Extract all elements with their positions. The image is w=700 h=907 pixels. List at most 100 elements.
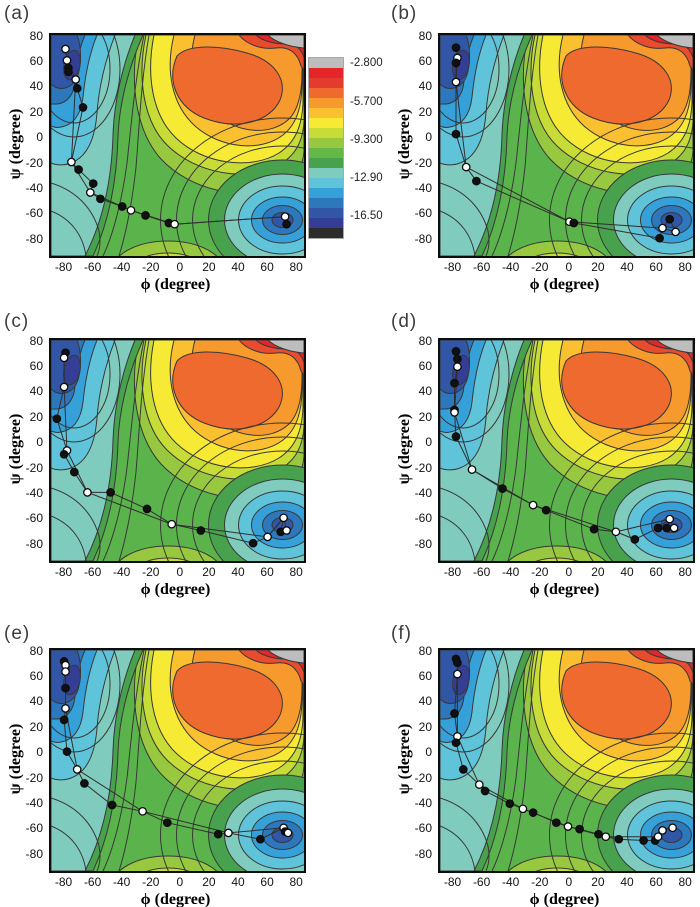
- point-marker-filled: [458, 765, 468, 774]
- x-axis-label: ϕ (degree): [140, 581, 211, 598]
- x-tick-label: 60: [260, 565, 274, 579]
- point-marker-filled: [451, 347, 461, 356]
- point-marker-filled: [655, 233, 664, 243]
- panel-letter-f: (f): [391, 623, 412, 644]
- point-marker-open: [665, 514, 675, 524]
- point-marker-open: [167, 519, 177, 529]
- y-tick-label: 20: [418, 104, 432, 119]
- y-tick-label: 20: [29, 104, 43, 119]
- y-tick-label: -20: [25, 770, 43, 785]
- point-marker-open: [126, 205, 136, 215]
- colorbar-level-label: -12.90: [350, 172, 383, 184]
- point-marker-open: [474, 780, 484, 789]
- y-tick-label: 40: [29, 694, 43, 709]
- x-tick-label: 0: [176, 875, 184, 889]
- contour-plot-svg: [440, 340, 693, 561]
- point-marker-filled: [450, 378, 459, 388]
- point-marker-filled: [451, 129, 461, 139]
- x-axis-label: ϕ (degree): [529, 891, 600, 907]
- point-marker-open: [563, 822, 573, 831]
- colorbar-band: [309, 68, 343, 78]
- y-tick-label: 0: [36, 435, 43, 450]
- point-marker-open: [451, 77, 461, 87]
- x-tick-label: -40: [113, 565, 131, 579]
- x-tick-label: 20: [591, 875, 605, 889]
- point-marker-filled: [450, 709, 459, 718]
- point-marker-filled: [62, 747, 72, 756]
- point-marker-open: [669, 523, 679, 533]
- point-marker-filled: [96, 194, 105, 204]
- point-marker-open: [72, 765, 82, 774]
- contour-plot-svg: [51, 650, 304, 871]
- y-axis-label: ψ (degree): [7, 723, 24, 794]
- point-marker-filled: [453, 658, 462, 668]
- x-tick-label: 0: [176, 260, 184, 274]
- x-tick-label: 20: [202, 875, 216, 889]
- contour-plot-svg: [440, 650, 693, 871]
- point-marker-filled: [614, 834, 624, 844]
- y-axis-label: ψ (degree): [7, 108, 24, 179]
- y-axis-label: ψ (degree): [7, 413, 24, 484]
- colorbar-level-label: -2.800: [350, 57, 383, 69]
- x-tick-label: 20: [591, 565, 605, 579]
- x-tick-label: -40: [502, 260, 520, 274]
- point-marker-filled: [451, 738, 461, 748]
- point-marker-filled: [594, 829, 603, 839]
- point-marker-filled: [451, 432, 461, 441]
- point-marker-filled: [569, 218, 579, 228]
- x-tick-label: -80: [54, 260, 73, 274]
- y-tick-label: 80: [418, 643, 432, 658]
- point-marker-open: [62, 56, 72, 65]
- point-marker-open: [67, 157, 76, 167]
- x-tick-label: 80: [289, 565, 303, 579]
- point-marker-filled: [141, 211, 150, 220]
- x-tick-label: 60: [260, 260, 274, 274]
- point-marker-filled: [117, 202, 127, 211]
- colorbar-band: [309, 98, 343, 108]
- y-tick-label: -80: [414, 536, 432, 551]
- x-tick-label: 20: [591, 260, 605, 274]
- point-marker-filled: [541, 505, 551, 515]
- point-marker-open: [467, 465, 477, 474]
- point-marker-open: [283, 828, 293, 838]
- x-tick-label: 60: [649, 565, 663, 579]
- x-tick-label: 40: [231, 875, 245, 889]
- point-marker-filled: [80, 779, 89, 788]
- point-marker-filled: [575, 824, 584, 834]
- x-tick-label: -80: [443, 875, 462, 889]
- y-axis-label: ψ (degree): [396, 108, 413, 179]
- x-axis-label: ϕ (degree): [529, 276, 600, 293]
- colorbar-band: [309, 158, 343, 168]
- y-tick-label: -80: [25, 536, 43, 551]
- point-marker-open: [658, 223, 667, 233]
- point-marker-open: [611, 527, 621, 537]
- point-marker-filled: [665, 214, 675, 224]
- y-tick-label: 20: [418, 409, 432, 424]
- colorbar-band: [309, 108, 343, 118]
- point-marker-filled: [74, 165, 83, 174]
- x-tick-label: -40: [113, 875, 131, 889]
- plot-area-a: [49, 33, 306, 258]
- x-tick-label: 60: [649, 875, 663, 889]
- y-tick-label: 60: [29, 668, 43, 683]
- x-tick-label: 40: [231, 260, 245, 274]
- colorbar-swatches: [308, 57, 344, 239]
- colorbar-band: [309, 88, 343, 98]
- x-tick-label: 80: [678, 260, 692, 274]
- contour-plot-svg: [440, 35, 693, 256]
- x-tick-label: -60: [83, 565, 102, 579]
- point-marker-open: [61, 44, 70, 54]
- x-tick-label: -80: [54, 565, 73, 579]
- y-tick-label: 40: [418, 79, 432, 94]
- x-tick-label: -20: [142, 565, 160, 579]
- y-tick-label: 20: [29, 719, 43, 734]
- colorbar-band: [309, 178, 343, 188]
- point-marker-open: [601, 832, 611, 842]
- y-tick-label: -60: [414, 511, 432, 526]
- point-marker-filled: [498, 484, 507, 493]
- colorbar-band: [309, 118, 343, 128]
- point-marker-open: [528, 500, 538, 510]
- x-axis-label: ϕ (degree): [140, 891, 211, 907]
- point-marker-filled: [59, 715, 69, 725]
